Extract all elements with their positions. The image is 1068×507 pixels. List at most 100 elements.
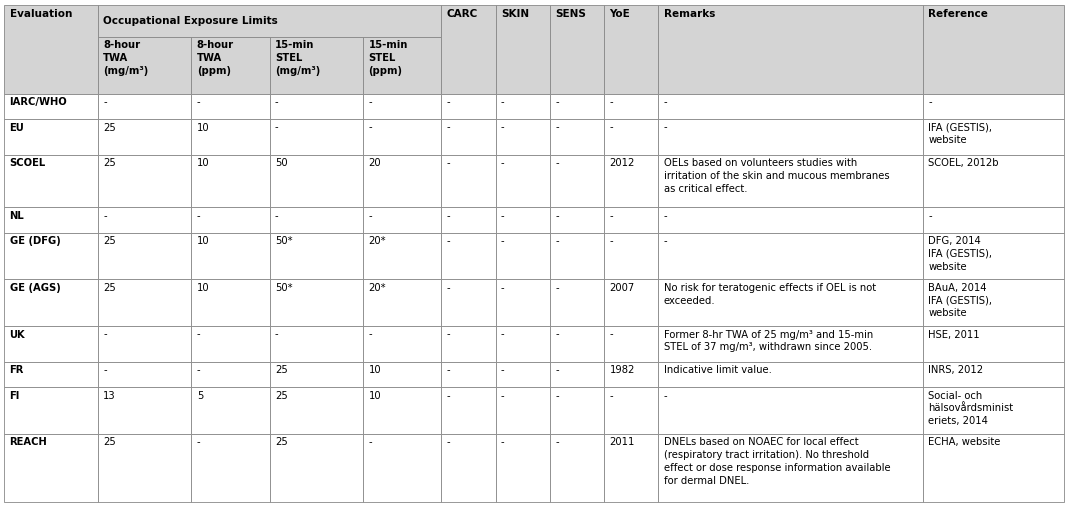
Text: Evaluation: Evaluation — [10, 9, 72, 19]
Bar — [441, 94, 496, 119]
Text: 2007: 2007 — [610, 283, 634, 293]
Bar — [98, 207, 191, 233]
Bar — [441, 434, 496, 502]
Bar — [923, 5, 1064, 94]
Text: -: - — [446, 211, 451, 221]
Text: CARC: CARC — [446, 9, 477, 19]
Bar — [441, 207, 496, 233]
Text: EU: EU — [10, 123, 25, 132]
Text: INRS, 2012: INRS, 2012 — [928, 366, 984, 375]
Text: -: - — [663, 123, 668, 132]
Bar — [191, 387, 269, 434]
Bar — [98, 233, 191, 279]
Text: GE (AGS): GE (AGS) — [10, 283, 61, 293]
Text: -: - — [555, 97, 559, 107]
Bar — [658, 434, 923, 502]
Text: 20*: 20* — [368, 283, 387, 293]
Text: 25: 25 — [104, 438, 116, 447]
Bar — [4, 207, 98, 233]
Bar — [658, 119, 923, 155]
Text: FI: FI — [10, 391, 20, 401]
Text: -: - — [501, 283, 504, 293]
Bar — [4, 5, 98, 94]
Bar — [658, 94, 923, 119]
Text: -: - — [555, 211, 559, 221]
Text: DFG, 2014
IFA (GESTIS),
website: DFG, 2014 IFA (GESTIS), website — [928, 236, 992, 272]
Bar — [98, 362, 191, 387]
Text: 5: 5 — [197, 391, 203, 401]
Bar — [923, 233, 1064, 279]
Bar — [604, 233, 658, 279]
Bar — [191, 326, 269, 362]
Text: ECHA, website: ECHA, website — [928, 438, 1001, 447]
Bar — [496, 5, 550, 94]
Text: -: - — [104, 330, 107, 340]
Bar — [658, 279, 923, 326]
Bar — [191, 279, 269, 326]
Text: DNELs based on NOAEC for local effect
(respiratory tract irritation). No thresho: DNELs based on NOAEC for local effect (r… — [663, 438, 891, 486]
Text: -: - — [446, 366, 451, 375]
Text: REACH: REACH — [10, 438, 47, 447]
Bar — [604, 387, 658, 434]
Bar — [269, 387, 363, 434]
Bar — [923, 155, 1064, 207]
Bar — [604, 279, 658, 326]
Text: -: - — [197, 438, 201, 447]
Text: -: - — [501, 236, 504, 246]
Bar — [604, 119, 658, 155]
Text: -: - — [501, 211, 504, 221]
Text: SCOEL, 2012b: SCOEL, 2012b — [928, 158, 999, 168]
Text: -: - — [555, 283, 559, 293]
Text: -: - — [197, 330, 201, 340]
Bar — [658, 326, 923, 362]
Text: YoE: YoE — [610, 9, 630, 19]
Bar — [441, 119, 496, 155]
Bar — [496, 233, 550, 279]
Text: 50*: 50* — [274, 236, 293, 246]
Bar — [4, 326, 98, 362]
Bar — [98, 387, 191, 434]
Text: Occupational Exposure Limits: Occupational Exposure Limits — [104, 16, 278, 26]
Text: -: - — [368, 330, 372, 340]
Bar — [550, 326, 604, 362]
Text: -: - — [501, 97, 504, 107]
Bar — [550, 387, 604, 434]
Bar — [4, 119, 98, 155]
Bar — [604, 207, 658, 233]
Text: -: - — [368, 97, 372, 107]
Bar — [191, 37, 269, 94]
Bar — [923, 362, 1064, 387]
Bar — [269, 207, 363, 233]
Text: -: - — [555, 158, 559, 168]
Bar — [191, 155, 269, 207]
Bar — [191, 119, 269, 155]
Bar — [4, 155, 98, 207]
Text: 50*: 50* — [274, 283, 293, 293]
Bar — [923, 207, 1064, 233]
Bar — [496, 207, 550, 233]
Bar — [496, 119, 550, 155]
Bar — [363, 233, 441, 279]
Text: 15-min
STEL
(mg/m³): 15-min STEL (mg/m³) — [274, 41, 320, 76]
Bar — [98, 119, 191, 155]
Bar — [496, 387, 550, 434]
Bar — [4, 279, 98, 326]
Bar — [604, 155, 658, 207]
Bar — [363, 155, 441, 207]
Text: -: - — [610, 123, 613, 132]
Text: -: - — [446, 236, 451, 246]
Text: 2011: 2011 — [610, 438, 634, 447]
Text: 10: 10 — [368, 391, 381, 401]
Bar — [441, 233, 496, 279]
Bar — [441, 387, 496, 434]
Bar — [98, 434, 191, 502]
Bar — [191, 434, 269, 502]
Text: 50: 50 — [274, 158, 287, 168]
Text: 25: 25 — [104, 158, 116, 168]
Bar — [191, 233, 269, 279]
Bar — [363, 279, 441, 326]
Text: -: - — [610, 330, 613, 340]
Text: -: - — [610, 97, 613, 107]
Text: 2012: 2012 — [610, 158, 634, 168]
Bar — [269, 155, 363, 207]
